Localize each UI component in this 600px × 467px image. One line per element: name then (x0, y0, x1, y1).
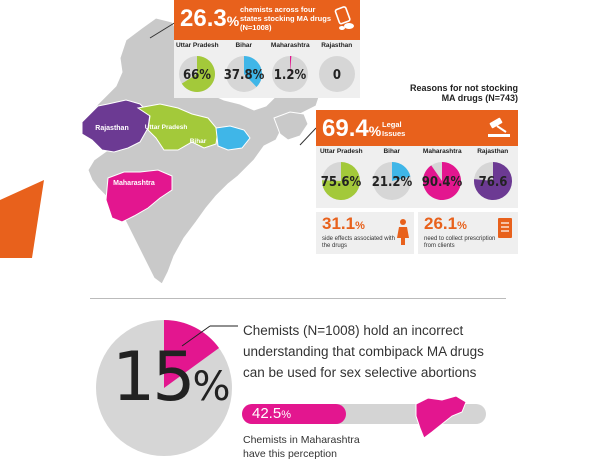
state-name-uttar-pradesh: Uttar Pradesh (175, 42, 219, 49)
state-name-bihar: Bihar (235, 42, 253, 49)
perception-statement: Chemists (N=1008) hold an incorrect unde… (243, 323, 484, 380)
prescription-card: 26.1% need to collect prescription from … (418, 212, 518, 254)
state-pie-maharashtra: 1.2% (272, 56, 309, 92)
pie-value-label: 21.2% (371, 175, 412, 190)
pie-slice (423, 162, 462, 200)
state-name-rajasthan: Rajasthan (477, 148, 509, 155)
state-pie-bihar: 21.2% (371, 162, 412, 200)
pie-slice (391, 162, 411, 181)
pie-value-label: 76.6 (478, 175, 507, 190)
state-name-bihar: Bihar (383, 148, 401, 155)
maharashtra-shape-icon (415, 395, 467, 439)
side-effects-card: 31.1% side effects associated with the d… (316, 212, 414, 254)
pie-value-label: 75.6% (321, 175, 362, 190)
pie-slice (473, 162, 512, 200)
prescription-percent: 26.1% (424, 214, 467, 233)
reasons-header: 69.4% Legal Issues (316, 110, 518, 146)
reasons-pies: Uttar Pradesh 75.6% Bihar 21.2% Maharashtra 9… (316, 146, 518, 208)
prescription-text: need to collect prescription from client… (424, 236, 496, 249)
section-divider (90, 298, 506, 299)
pie-value-label: 0 (333, 68, 341, 83)
side-effects-percent: 31.1% (322, 214, 365, 233)
state-pie-uttar-pradesh: 75.6% (321, 162, 362, 200)
map-label-maharashtra: Maharashtra (113, 180, 155, 187)
woman-icon (396, 218, 410, 251)
northeast-region (273, 111, 309, 141)
state-pie-rajasthan: 0 (318, 56, 355, 92)
state-pie-rajasthan: 76.6 (473, 162, 512, 200)
gavel-icon (486, 116, 512, 140)
map-label-uttar-pradesh: Uttar Pradesh (144, 124, 188, 131)
maharashtra-bar-fill (242, 404, 346, 424)
reasons-percent: 69.4% (322, 115, 382, 142)
stocking-pies: Uttar Pradesh 66% Bihar 37.8% Maharashtra 1.2… (174, 40, 360, 98)
state-name-maharashtra: Maharashtra (422, 148, 462, 155)
pie-slice (243, 56, 262, 87)
state-pie-maharashtra: 90.4% (422, 162, 463, 200)
stocking-text: chemists across four states stocking MA … (240, 5, 331, 32)
uttar-pradesh-region (136, 103, 219, 151)
pie-value-label: 1.2% (274, 68, 307, 83)
state-name-uttar-pradesh: Uttar Pradesh (319, 148, 363, 155)
stocking-percent: 26.3% (180, 5, 240, 32)
state-pie-bihar: 37.8% (224, 56, 264, 92)
pie-slice (322, 162, 361, 200)
maharashtra-percent: 42.5% (252, 405, 291, 422)
map-label-bihar: Bihar (189, 138, 207, 145)
reasons-text: Legal Issues (382, 120, 406, 138)
state-pie-uttar-pradesh: 66% (179, 56, 216, 92)
state-name-maharashtra: Maharashtra (270, 42, 310, 49)
pie-slice (290, 56, 292, 74)
pie-value-label: 66% (183, 68, 211, 83)
decorative-orange-triangle (0, 180, 44, 258)
reasons-title: Reasons for not stocking MA drugs (N=743… (409, 83, 518, 103)
big-pie-slice (164, 320, 220, 388)
pie-slice (182, 56, 216, 92)
state-name-rajasthan: Rajasthan (321, 42, 353, 49)
perception-pointer (181, 325, 238, 347)
bihar-region (215, 125, 251, 151)
stocking-header: 26.3% chemists across four states stocki… (174, 0, 360, 40)
perception-big-number: 15% (112, 338, 231, 417)
pie-value-label: 90.4% (422, 175, 463, 190)
map-label-rajasthan: Rajasthan (95, 125, 129, 132)
perception-pie (96, 320, 232, 456)
document-icon (498, 218, 512, 243)
pie-background (318, 56, 355, 92)
india-map (81, 17, 321, 285)
pie-value-label: 37.8% (224, 68, 264, 83)
connector-lines (149, 21, 317, 146)
side-effects-text: side effects associated with the drugs (322, 236, 395, 249)
maharashtra-text: Chemists in Maharashtra have this percep… (243, 434, 360, 460)
pills-icon (334, 6, 356, 32)
maharashtra-region (105, 169, 173, 223)
